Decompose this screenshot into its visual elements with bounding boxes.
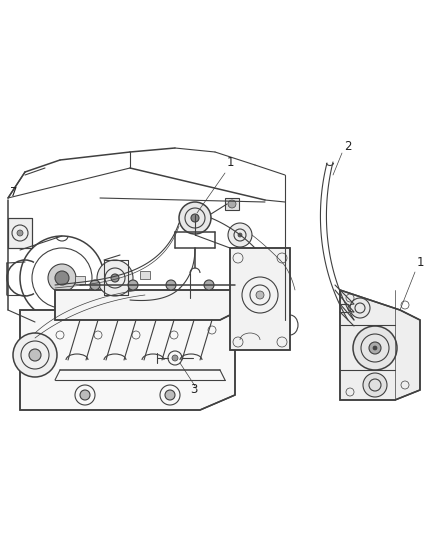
- Polygon shape: [55, 290, 240, 320]
- Circle shape: [350, 298, 370, 318]
- Circle shape: [172, 355, 178, 361]
- Circle shape: [55, 271, 69, 285]
- Text: 1: 1: [417, 256, 424, 269]
- Polygon shape: [225, 198, 239, 210]
- Circle shape: [228, 200, 236, 208]
- Circle shape: [48, 264, 76, 292]
- Circle shape: [17, 230, 23, 236]
- Circle shape: [353, 326, 397, 370]
- Polygon shape: [75, 276, 85, 284]
- Polygon shape: [140, 271, 150, 279]
- Circle shape: [373, 346, 377, 350]
- Circle shape: [228, 223, 252, 247]
- Polygon shape: [230, 248, 290, 350]
- Polygon shape: [340, 290, 420, 400]
- Polygon shape: [20, 310, 235, 410]
- Polygon shape: [8, 218, 32, 248]
- Text: 1: 1: [227, 156, 234, 169]
- Circle shape: [369, 342, 381, 354]
- Circle shape: [256, 291, 264, 299]
- Circle shape: [179, 202, 211, 234]
- Circle shape: [111, 274, 119, 282]
- Circle shape: [238, 233, 242, 237]
- Circle shape: [13, 333, 57, 377]
- Circle shape: [204, 280, 214, 290]
- Text: 7: 7: [10, 186, 18, 199]
- Text: 3: 3: [190, 383, 198, 396]
- Circle shape: [363, 373, 387, 397]
- Circle shape: [29, 349, 41, 361]
- Circle shape: [165, 390, 175, 400]
- Circle shape: [128, 280, 138, 290]
- Circle shape: [191, 214, 199, 222]
- Circle shape: [166, 280, 176, 290]
- Text: 2: 2: [344, 140, 352, 153]
- Circle shape: [97, 260, 133, 296]
- Circle shape: [80, 390, 90, 400]
- Circle shape: [90, 280, 100, 290]
